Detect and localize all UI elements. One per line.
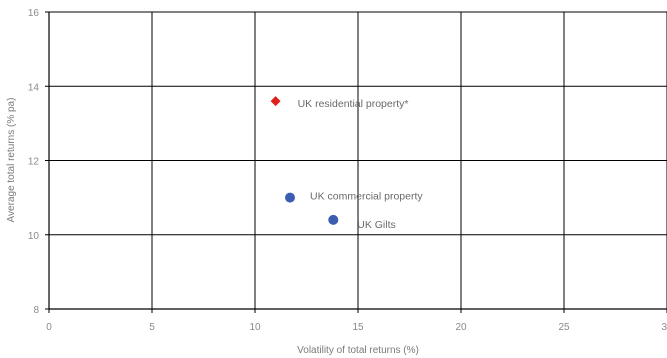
x-axis-title: Volatility of total returns (%) [297, 345, 419, 356]
y-tick-label: 10 [28, 231, 40, 242]
y-axis-title: Average total returns (% pa) [6, 98, 17, 223]
data-point-circle [285, 192, 296, 203]
x-tick-label: 25 [558, 322, 570, 333]
data-points: UK residential property*UK equitiesUK co… [270, 96, 423, 231]
data-point-circle [328, 214, 339, 225]
y-tick-label: 8 [33, 305, 39, 316]
y-tick-label: 12 [28, 157, 40, 168]
x-tick-label: 20 [455, 322, 467, 333]
x-tick-label: 10 [249, 322, 261, 333]
y-tick-label: 14 [28, 82, 40, 93]
data-point-label: UK Gilts [357, 219, 396, 231]
x-tick-label: 0 [46, 322, 52, 333]
data-point-diamond [270, 96, 281, 107]
x-tick-label: 15 [352, 322, 364, 333]
grid-lines [45, 11, 667, 313]
x-tick-labels: 0 5 10 15 20 25 30 [46, 322, 667, 333]
y-tick-labels: 8 10 12 14 16 [28, 8, 40, 316]
data-point-label: UK commercial property [310, 191, 423, 203]
x-tick-label: 30 [661, 322, 667, 333]
y-tick-label: 16 [28, 8, 40, 19]
data-point-label: UK residential property* [298, 98, 409, 110]
x-tick-label: 5 [149, 322, 155, 333]
